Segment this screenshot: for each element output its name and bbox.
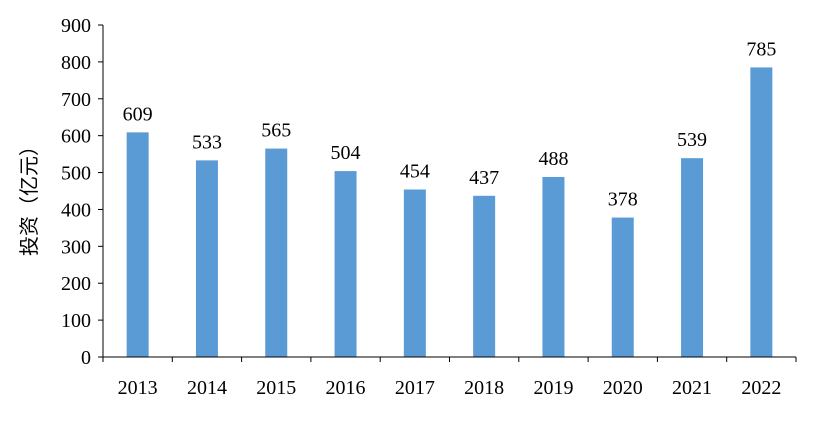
x-tick-labels-group: 2013 2014 2015 2016 2017 2018 2019 2020 2021 2022 [118,377,782,399]
y-tick-label-200: 200 [61,273,91,295]
data-label-2014: 533 [192,131,222,153]
y-tick-label-500: 500 [61,163,91,185]
bars-group [126,67,773,358]
bar-2016 [334,171,357,357]
bar-2018 [473,195,496,357]
x-tick-label-2017: 2017 [395,377,435,399]
axes-group [98,24,797,362]
bar-2022 [750,67,773,358]
data-label-2016: 504 [331,142,361,164]
y-tick-labels-group: 0 100 200 300 400 500 600 700 800 900 [61,15,91,369]
bar-2015 [265,148,288,357]
data-label-2021: 539 [677,129,707,151]
bar-2021 [681,158,704,357]
x-tick-label-2021: 2021 [672,377,712,399]
y-tick-label-700: 700 [61,89,91,111]
x-tick-label-2019: 2019 [533,377,573,399]
data-label-2020: 378 [608,189,638,211]
bar-2019 [542,176,565,357]
y-tick-label-300: 300 [61,236,91,258]
x-tick-label-2015: 2015 [256,377,296,399]
y-tick-label-400: 400 [61,199,91,221]
x-tick-label-2018: 2018 [464,377,504,399]
x-tick-label-2013: 2013 [118,377,158,399]
data-labels-group: 609 533 565 504 454 437 488 378 539 785 [123,38,777,210]
data-label-2022: 785 [746,38,776,60]
data-label-2019: 488 [538,148,568,170]
y-tick-label-800: 800 [61,52,91,74]
data-label-2018: 437 [469,167,499,189]
y-tick-label-900: 900 [61,15,91,37]
x-tick-label-2022: 2022 [741,377,781,399]
y-tick-label-600: 600 [61,126,91,148]
x-tick-label-2020: 2020 [603,377,643,399]
data-label-2015: 565 [261,120,291,142]
y-tick-label-100: 100 [61,310,91,332]
data-label-2017: 454 [400,161,430,183]
x-tick-label-2014: 2014 [187,377,227,399]
y-tick-label-0: 0 [81,347,91,369]
bar-2017 [403,189,426,357]
bar-2020 [611,217,634,357]
bar-2013 [126,132,149,357]
y-axis-title: 投资（亿元） [18,136,41,256]
bar-2014 [195,160,218,357]
data-label-2013: 609 [123,103,153,125]
x-tick-label-2016: 2016 [326,377,366,399]
